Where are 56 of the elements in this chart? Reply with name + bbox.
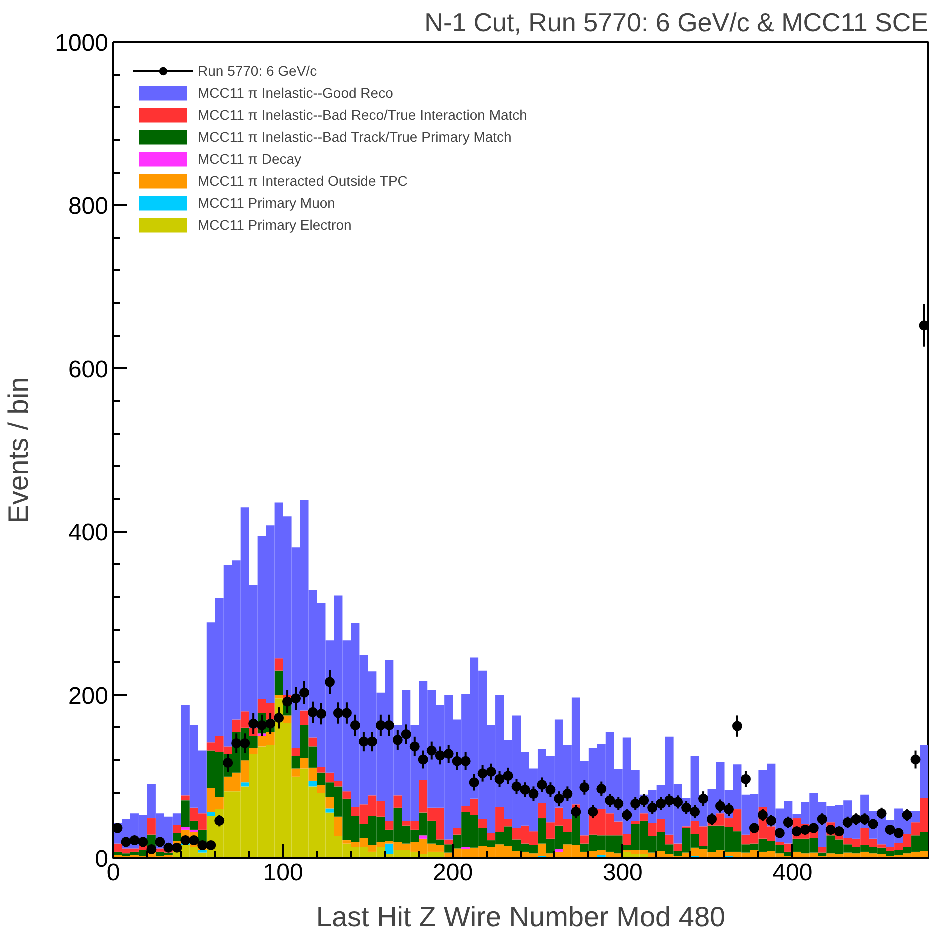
bar xyxy=(274,670,284,696)
bar xyxy=(334,816,343,836)
bar xyxy=(631,820,640,824)
y-axis-title: Events / bin xyxy=(3,377,34,524)
bar xyxy=(487,833,496,841)
y-tick-label: 600 xyxy=(68,356,109,384)
bar xyxy=(249,748,258,754)
legend-label: MCC11 Primary Muon xyxy=(198,194,336,212)
bar xyxy=(444,840,454,845)
legend-label: Run 5770: 6 GeV/c xyxy=(198,62,318,80)
bar xyxy=(580,836,589,844)
bar xyxy=(385,844,394,854)
bar xyxy=(181,827,190,830)
bar xyxy=(147,818,156,835)
bar xyxy=(818,847,827,853)
bar xyxy=(300,710,309,726)
y-tick-label: 1000 xyxy=(55,30,108,57)
bar xyxy=(462,847,470,850)
x-tick-label: 400 xyxy=(772,860,813,886)
bar xyxy=(190,830,198,832)
y-tick-label: 200 xyxy=(68,682,109,710)
bar xyxy=(453,828,462,835)
bar xyxy=(292,768,300,777)
y-tick-label: 400 xyxy=(68,520,109,547)
x-tick-label: 200 xyxy=(433,860,474,886)
bar xyxy=(394,796,402,808)
bar xyxy=(326,797,334,809)
x-tick-label: 100 xyxy=(263,860,304,886)
legend-label: MCC11 π Interacted Outside TPC xyxy=(198,172,408,190)
y-tick-label: 800 xyxy=(68,193,109,220)
bar xyxy=(308,738,318,747)
legend-label: MCC11 Primary Electron xyxy=(198,216,352,234)
x-axis-title: Last Hit Z Wire Number Mod 480 xyxy=(316,902,726,932)
bar xyxy=(478,819,488,828)
bar xyxy=(317,785,326,794)
bar xyxy=(317,767,326,773)
bar xyxy=(181,796,190,801)
legend-label: MCC11 π Inelastic--Good Reco xyxy=(198,84,394,102)
bar xyxy=(240,782,250,787)
bar xyxy=(308,780,318,787)
bar xyxy=(385,820,394,830)
bar xyxy=(206,812,216,816)
bar xyxy=(172,825,182,834)
bar xyxy=(640,814,648,821)
bar xyxy=(538,803,546,819)
legend-label: MCC11 π Decay xyxy=(198,150,302,168)
legend-label: MCC11 π Inelastic--Bad Track/True Primary Match xyxy=(198,128,512,146)
bar xyxy=(292,748,300,756)
bar xyxy=(326,808,334,813)
legend-label: MCC11 π Inelastic--Bad Reco/True Interaction Match xyxy=(198,106,528,124)
chart-title: N-1 Cut, Run 5770: 6 GeV/c & MCC11 SCE xyxy=(424,8,929,38)
bar xyxy=(920,745,928,798)
bar xyxy=(342,792,352,799)
x-tick-label: 300 xyxy=(602,860,643,886)
bar xyxy=(419,836,428,839)
bar xyxy=(274,658,284,671)
